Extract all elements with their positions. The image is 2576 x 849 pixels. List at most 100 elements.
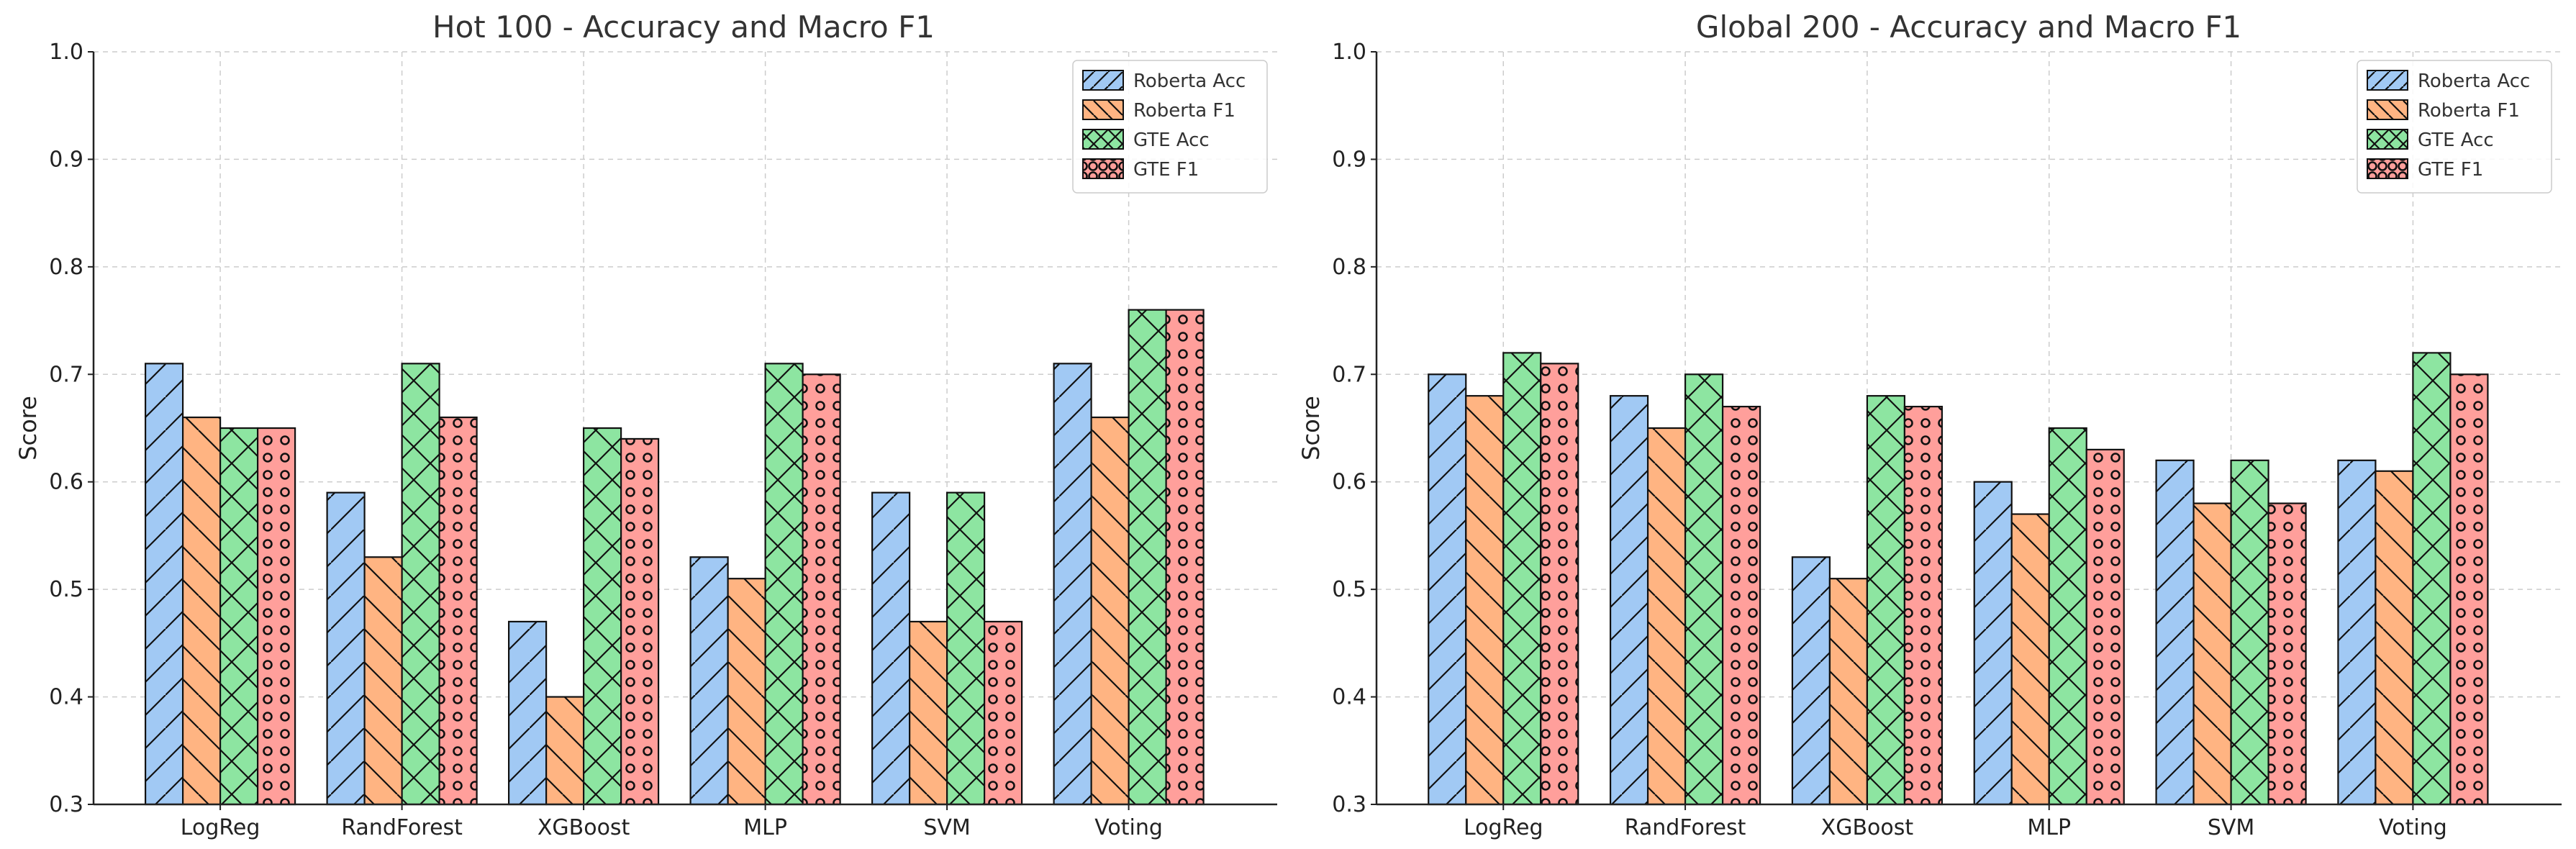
x-tick-label: XGBoost	[538, 815, 630, 840]
y-tick-label: 0.8	[49, 255, 83, 280]
legend-swatch	[1082, 99, 1124, 120]
bar-roberta-f1-randforest	[1646, 427, 1687, 806]
bar-gte-f1-mlp	[802, 373, 841, 806]
x-tick-label: LogReg	[1464, 815, 1543, 840]
y-axis-label: Score	[1297, 396, 1325, 460]
y-tick-label: 0.9	[49, 147, 83, 172]
x-tick-label: MLP	[2027, 815, 2071, 840]
x-tick-label: MLP	[743, 815, 787, 840]
bar-roberta-acc-xgboost	[1791, 556, 1831, 806]
bar-roberta-f1-mlp	[2010, 513, 2050, 806]
bar-roberta-f1-voting	[2375, 470, 2414, 806]
x-tick-label: LogReg	[181, 815, 260, 840]
y-tick-label: 0.5	[49, 577, 83, 602]
bar-roberta-acc-xgboost	[507, 620, 548, 806]
bar-gte-acc-logreg	[219, 427, 259, 806]
y-tick-label: 0.9	[1332, 147, 1366, 172]
legend: Roberta Acc Roberta F1 GTE Acc GTE F1	[2357, 60, 2552, 194]
bar-gte-acc-svm	[2230, 459, 2269, 806]
bar-roberta-f1-randforest	[363, 556, 403, 806]
bar-roberta-acc-svm	[2155, 459, 2195, 806]
bar-roberta-acc-mlp	[689, 556, 729, 806]
bar-gte-acc-randforest	[401, 363, 440, 806]
y-tick-label: 0.3	[1332, 792, 1366, 817]
chart-title: Hot 100 - Accuracy and Macro F1	[432, 9, 935, 45]
y-tick-label: 0.6	[49, 470, 83, 495]
y-tick-label: 0.7	[1332, 362, 1366, 387]
x-tick-label: SVM	[923, 815, 970, 840]
bar-gte-acc-svm	[945, 491, 986, 806]
y-tick-label: 1.0	[49, 40, 83, 65]
legend-entry: GTE F1	[2418, 159, 2483, 181]
bar-gte-f1-randforest	[1721, 406, 1761, 806]
x-tick-label: XGBoost	[1821, 815, 1914, 840]
bar-gte-acc-xgboost	[582, 427, 622, 806]
legend-swatch	[2367, 70, 2408, 91]
bar-roberta-f1-xgboost	[545, 696, 585, 806]
legend-entry: GTE F1	[1133, 159, 1199, 181]
legend-swatch	[1082, 129, 1124, 150]
legend-swatch	[2367, 129, 2408, 150]
legend-swatch	[1082, 158, 1124, 179]
bar-roberta-f1-mlp	[727, 578, 766, 806]
bar-gte-acc-mlp	[2048, 427, 2087, 806]
bar-roberta-f1-logreg	[182, 416, 222, 806]
bar-gte-f1-xgboost	[1903, 406, 1944, 806]
legend-entry: Roberta Acc	[2418, 71, 2530, 92]
bar-roberta-acc-randforest	[1609, 395, 1649, 806]
y-tick-label: 0.4	[1332, 685, 1366, 710]
bar-gte-acc-xgboost	[1866, 395, 1906, 806]
legend-entry: GTE Acc	[2418, 130, 2494, 151]
legend-swatch	[2367, 158, 2408, 179]
legend-entry: Roberta F1	[2418, 100, 2520, 122]
bar-roberta-acc-logreg	[145, 363, 184, 806]
bar-gte-acc-mlp	[764, 363, 804, 806]
bar-gte-f1-xgboost	[620, 437, 660, 806]
x-tick-label: RandForest	[1625, 815, 1746, 840]
legend-swatch	[2367, 99, 2408, 120]
y-axis-label: Score	[14, 396, 42, 460]
bar-gte-f1-svm	[2267, 502, 2307, 806]
bar-roberta-f1-logreg	[1465, 395, 1505, 806]
bar-roberta-acc-voting	[2337, 459, 2377, 806]
y-tick-label: 1.0	[1332, 40, 1366, 65]
bar-roberta-f1-svm	[2192, 502, 2232, 806]
y-tick-label: 0.7	[49, 362, 83, 387]
bar-roberta-acc-randforest	[326, 491, 366, 806]
legend-entry: GTE Acc	[1133, 130, 1210, 151]
bar-roberta-f1-svm	[908, 620, 948, 806]
y-tick-label: 0.6	[1332, 470, 1366, 495]
bar-roberta-acc-mlp	[1973, 481, 2013, 806]
bar-gte-f1-randforest	[438, 416, 478, 806]
y-tick-label: 0.8	[1332, 255, 1366, 280]
bar-gte-f1-voting	[2449, 373, 2489, 806]
bar-gte-f1-logreg	[1540, 363, 1579, 806]
bar-gte-acc-voting	[2412, 352, 2452, 806]
legend: Roberta Acc Roberta F1 GTE Acc GTE F1	[1072, 60, 1268, 194]
chart-panel-1: Hot 100 - Accuracy and Macro F1 0.3 0.4 0.5…	[14, 9, 1277, 840]
bar-gte-acc-randforest	[1684, 373, 1724, 806]
chart-title: Global 200 - Accuracy and Macro F1	[1696, 9, 2241, 45]
bar-roberta-acc-voting	[1053, 363, 1092, 806]
x-tick-label: Voting	[2379, 815, 2447, 840]
chart-panel-2: Global 200 - Accuracy and Macro F1 0.3 0.4…	[1297, 9, 2562, 840]
bar-gte-acc-voting	[1128, 309, 1167, 806]
y-tick-label: 0.4	[49, 685, 83, 710]
bar-roberta-acc-logreg	[1428, 373, 1467, 806]
bar-roberta-f1-voting	[1090, 416, 1130, 806]
x-tick-label: RandForest	[341, 815, 463, 840]
x-tick-label: Voting	[1094, 815, 1163, 840]
legend-swatch	[1082, 70, 1124, 91]
bar-gte-f1-voting	[1165, 309, 1205, 806]
bar-roberta-acc-svm	[871, 491, 911, 806]
y-tick-label: 0.3	[49, 792, 83, 817]
bar-gte-f1-logreg	[257, 427, 296, 806]
legend-entry: Roberta Acc	[1133, 71, 1246, 92]
bar-roberta-f1-xgboost	[1828, 578, 1869, 806]
legend-entry: Roberta F1	[1133, 100, 1235, 122]
y-tick-label: 0.5	[1332, 577, 1366, 602]
bar-gte-acc-logreg	[1502, 352, 1542, 806]
bar-gte-f1-mlp	[2085, 448, 2125, 806]
x-tick-label: SVM	[2208, 815, 2254, 840]
